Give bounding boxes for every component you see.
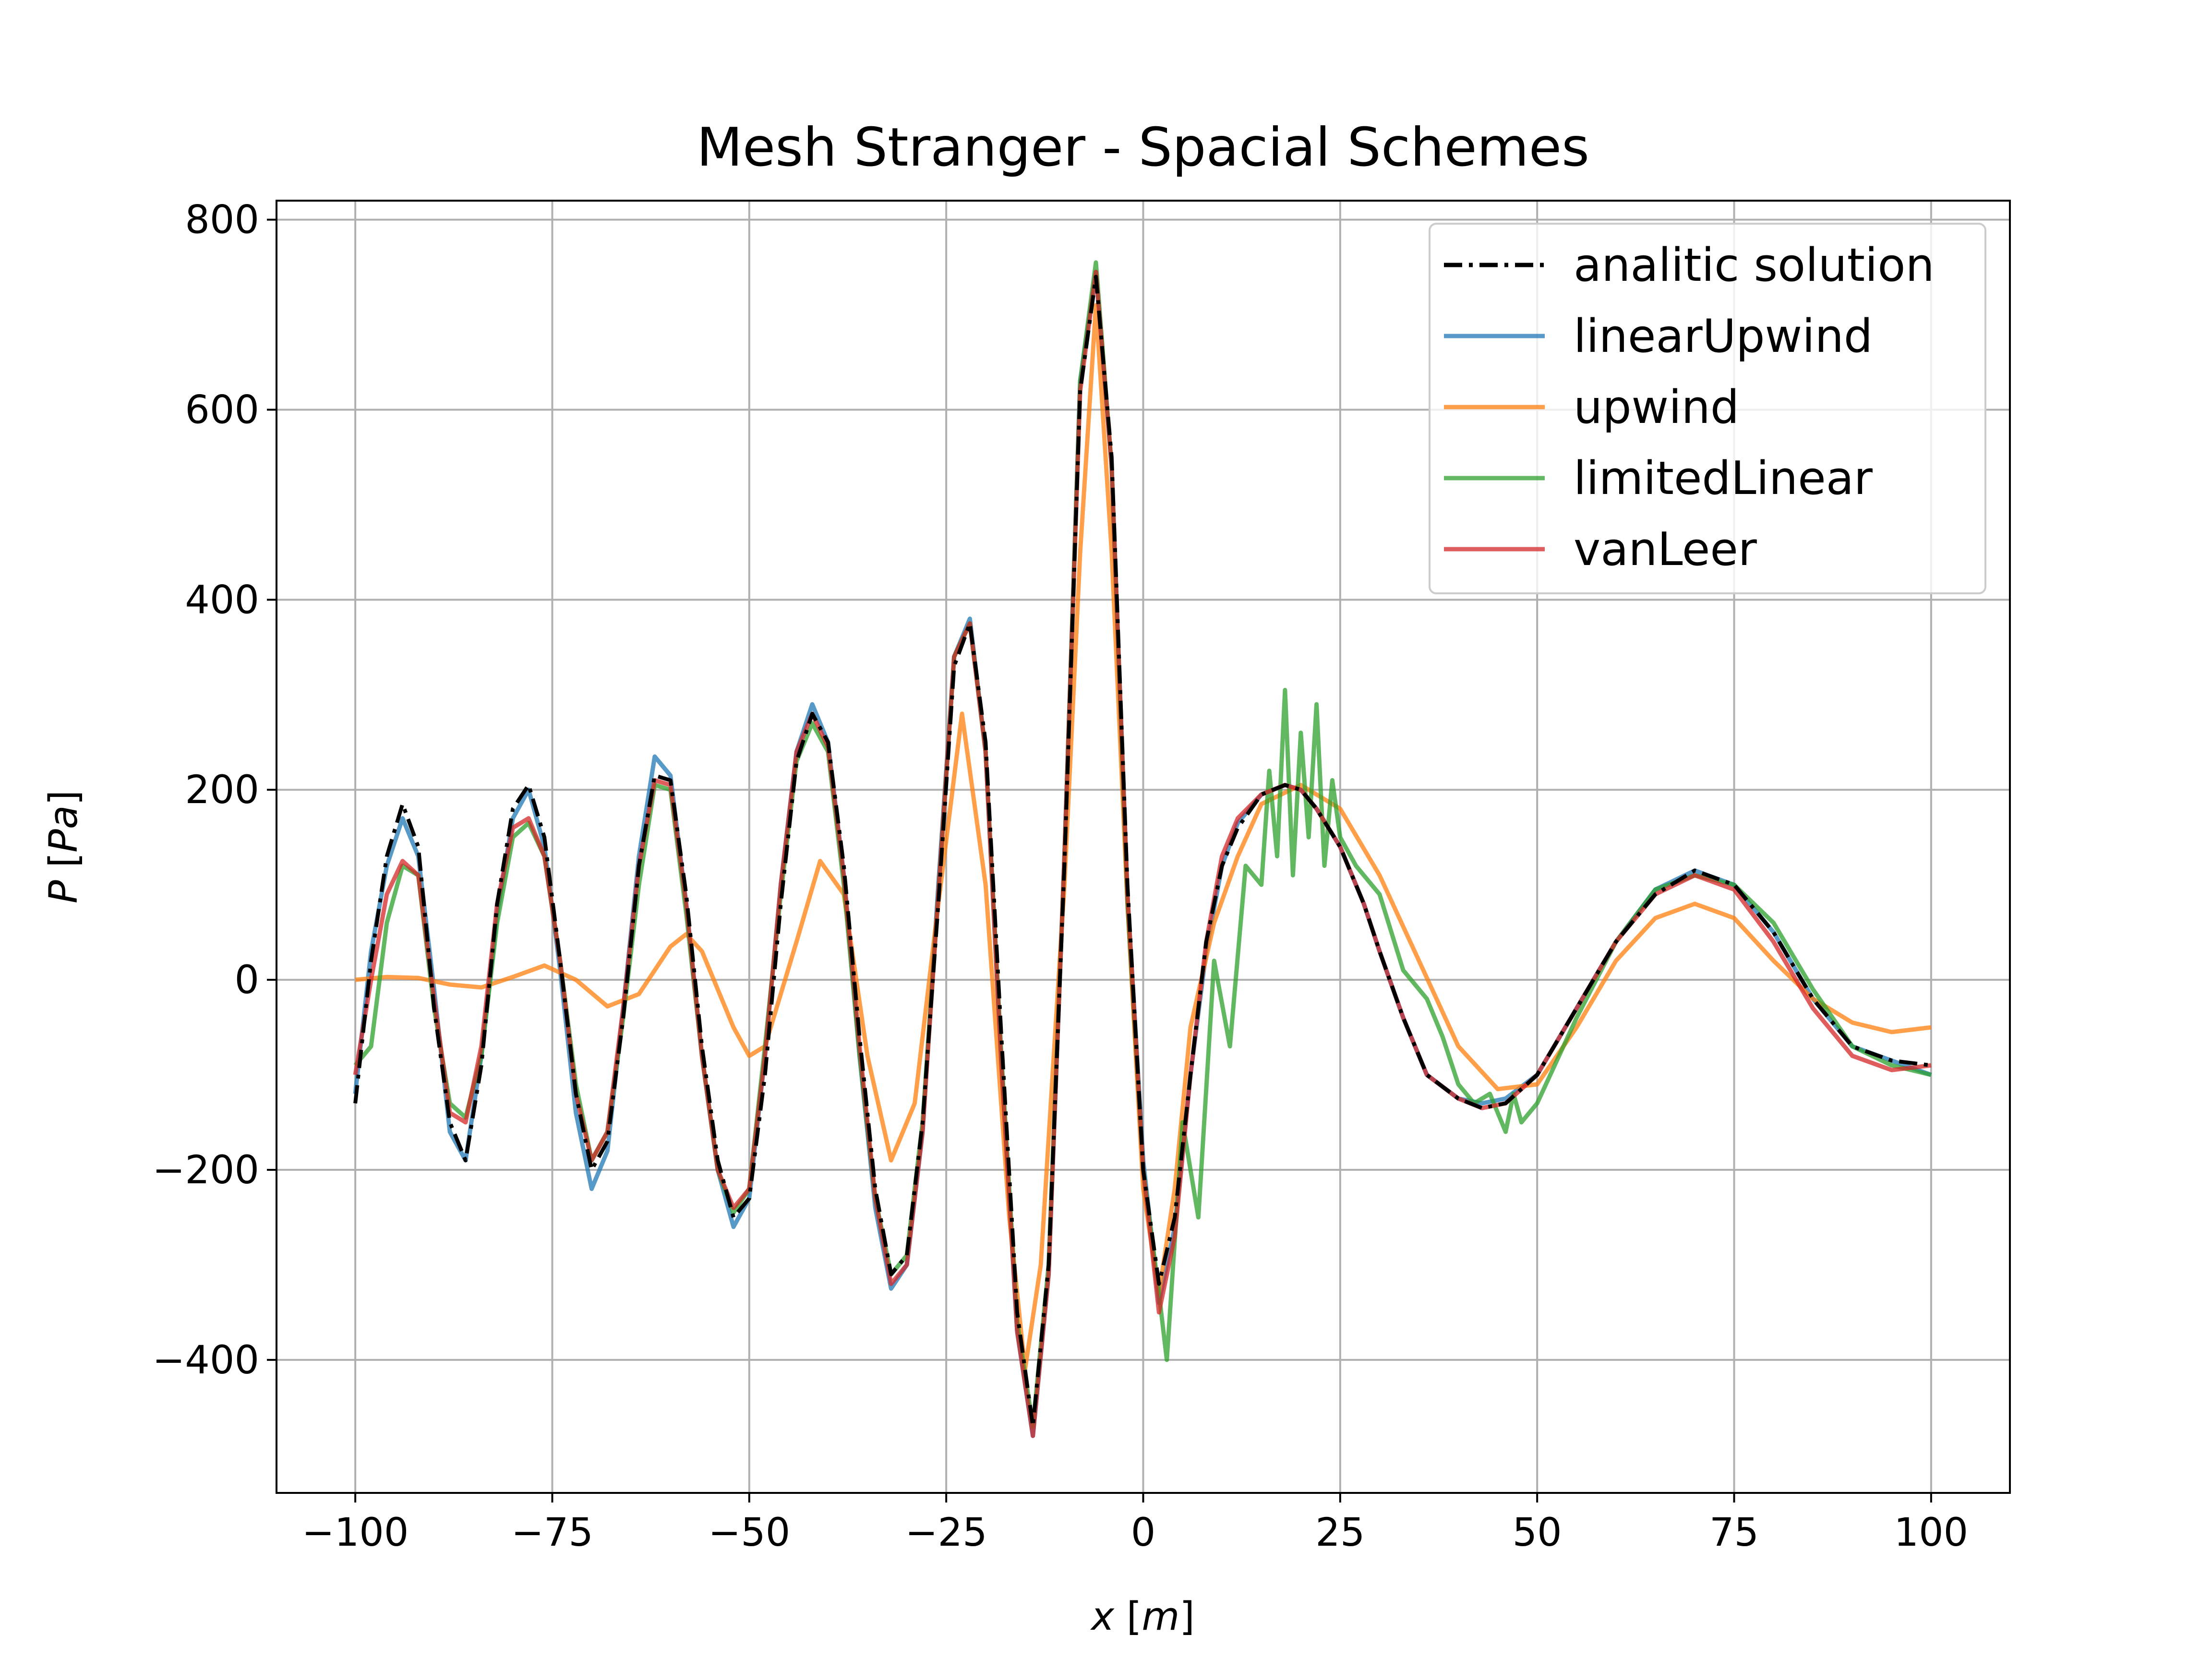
axis-ticks: −100 −75 −50 −25 0 25 50 75 100 −400 −200 0 200 400 60… (153, 198, 1969, 1555)
series-lines (353, 260, 1932, 1438)
y-tick-label: 400 (185, 577, 259, 623)
y-axis-var: P (41, 880, 86, 903)
legend-label: linearUpwind (1574, 310, 1873, 363)
y-axis-unit: Pa (41, 805, 86, 852)
legend-box (1429, 223, 1986, 594)
x-axis-unit: m (1142, 1594, 1179, 1639)
y-tick-label: 200 (185, 768, 259, 813)
x-axis-label: x [m] (1090, 1594, 1195, 1639)
y-tick-label: −200 (153, 1148, 259, 1193)
x-tick-label: 50 (1513, 1510, 1562, 1555)
legend: analitic solution linearUpwind upwind limit… (1429, 223, 1986, 594)
x-tick-label: 25 (1315, 1510, 1365, 1555)
x-tick-label: 0 (1131, 1510, 1156, 1555)
x-tick-label: 75 (1709, 1510, 1759, 1555)
chart-title: Mesh Stranger - Spacial Schemes (697, 117, 1589, 179)
x-axis-var: x (1090, 1594, 1115, 1639)
x-tick-label: −25 (905, 1510, 987, 1555)
legend-label: vanLeer (1574, 523, 1757, 576)
y-axis-label: P [Pa] (41, 790, 86, 903)
y-tick-label: 0 (234, 958, 259, 1003)
legend-label: limitedLinear (1574, 452, 1873, 505)
y-tick-label: −400 (153, 1338, 259, 1383)
x-tick-label: −100 (302, 1510, 409, 1555)
legend-items: analitic solution linearUpwind upwind limit… (1444, 239, 1935, 576)
legend-label: upwind (1574, 381, 1739, 434)
y-tick-label: 600 (185, 387, 259, 433)
legend-label: analitic solution (1574, 239, 1935, 292)
x-tick-label: 100 (1894, 1510, 1969, 1555)
x-tick-label: −75 (511, 1510, 593, 1555)
y-tick-label: 800 (185, 198, 259, 243)
series-line-analitic-solution (353, 275, 1932, 1429)
x-tick-label: −50 (708, 1510, 790, 1555)
